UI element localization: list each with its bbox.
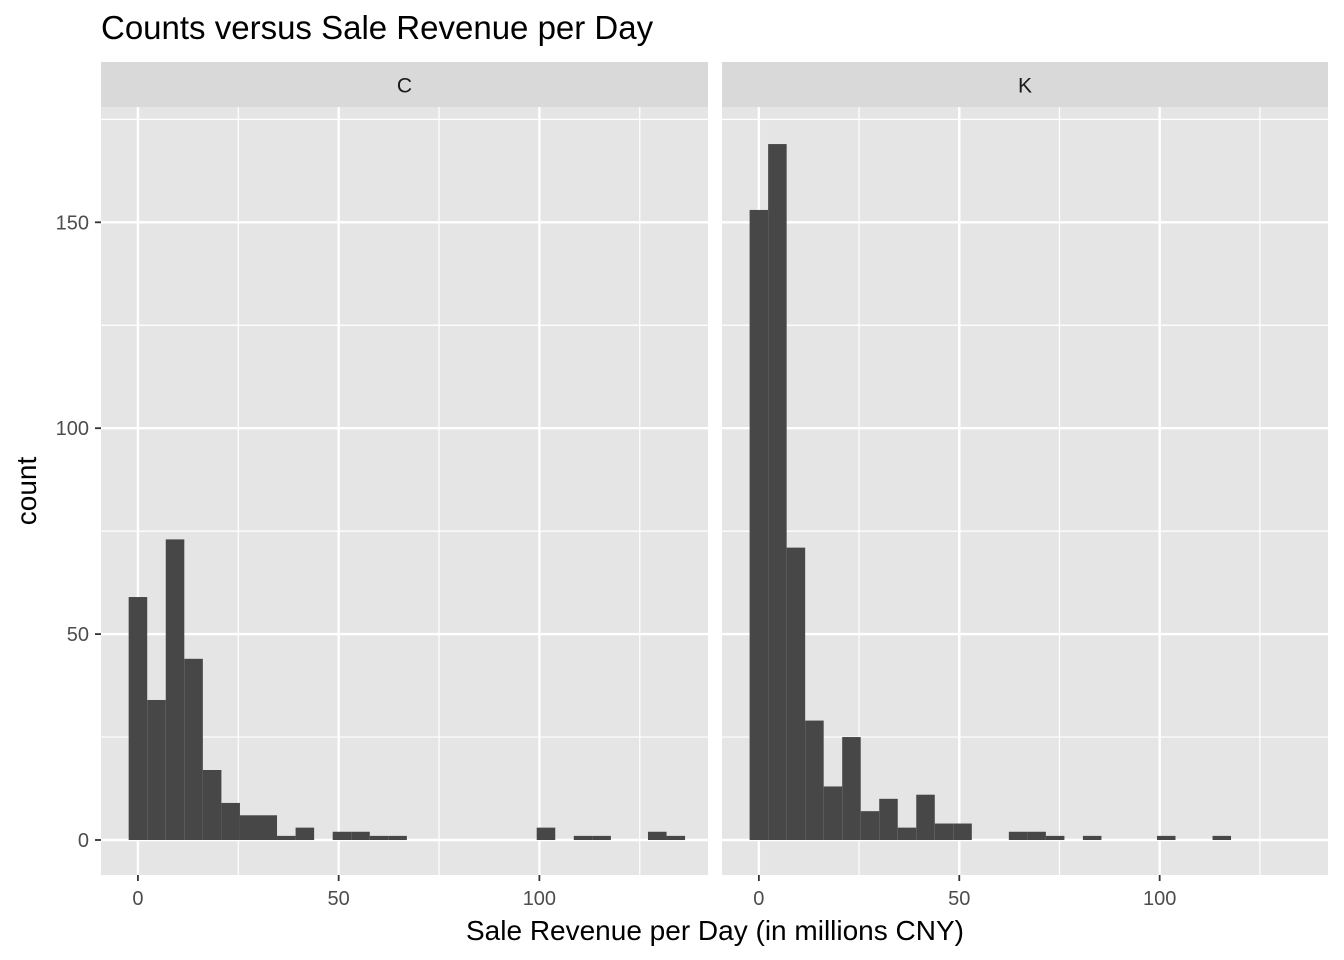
histogram-bar	[647, 831, 667, 840]
histogram-bar	[258, 815, 278, 840]
x-tick-label: 100	[523, 888, 556, 910]
chart-title: Counts versus Sale Revenue per Day	[101, 9, 654, 46]
histogram-bar	[860, 811, 880, 840]
y-tick-label: 50	[67, 624, 89, 646]
histogram-bar	[332, 831, 352, 840]
y-tick-label: 0	[78, 830, 89, 852]
facet-panel-c: C 0 50 100	[101, 62, 708, 910]
y-tick-label: 100	[56, 418, 89, 440]
x-tick-label: 0	[753, 888, 764, 910]
histogram-bar	[573, 835, 593, 840]
histogram-bar	[388, 835, 407, 840]
facet-strip-label: C	[397, 75, 412, 98]
x-axis-title: Sale Revenue per Day (in millions CNY)	[466, 915, 964, 946]
x-tick-label: 50	[948, 888, 970, 910]
histogram-bar	[165, 539, 185, 840]
histogram-bar	[842, 737, 861, 840]
y-tick-label: 150	[56, 212, 89, 234]
histogram-bar	[369, 835, 389, 840]
histogram-bar	[916, 794, 935, 840]
histogram-bar	[1156, 835, 1176, 840]
histogram-bar	[184, 658, 203, 840]
histogram-bar	[1027, 831, 1046, 840]
histogram-bar	[239, 815, 259, 840]
facet-strip	[101, 62, 708, 107]
facet-strip	[722, 62, 1328, 107]
histogram-bar	[879, 798, 898, 840]
histogram-bar	[805, 720, 824, 840]
histogram-bar	[277, 835, 296, 840]
histogram-bar	[897, 827, 917, 840]
histogram-bar	[953, 823, 972, 840]
histogram-bar	[536, 827, 556, 840]
histogram-bar	[1212, 835, 1232, 840]
histogram-bar	[351, 831, 370, 840]
histogram-bar	[1045, 835, 1065, 840]
x-tick-label: 0	[132, 888, 143, 910]
y-axis-title: count	[11, 457, 42, 526]
x-tick-label: 50	[328, 888, 350, 910]
histogram-bar	[749, 209, 769, 840]
facet-panel-k: K 0 50 100	[722, 62, 1328, 910]
histogram-bar	[202, 769, 222, 840]
facet-strip-label: K	[1018, 75, 1032, 98]
histogram-bar	[1008, 831, 1028, 840]
histogram-bar	[666, 835, 686, 840]
facet-panels: C 0 50 100 K 0 50 100 0 50 100 150	[56, 62, 1328, 910]
histogram-bar	[823, 786, 843, 840]
histogram-bar	[147, 699, 166, 840]
histogram-bar	[592, 835, 611, 840]
x-tick-label: 100	[1143, 888, 1176, 910]
histogram-bar	[221, 802, 240, 840]
histogram-bar	[295, 827, 315, 840]
histogram-bar	[128, 597, 148, 840]
histogram-bar	[768, 144, 787, 840]
histogram-bar	[934, 823, 954, 840]
histogram-bar	[786, 547, 806, 840]
histogram-bar	[1082, 835, 1102, 840]
